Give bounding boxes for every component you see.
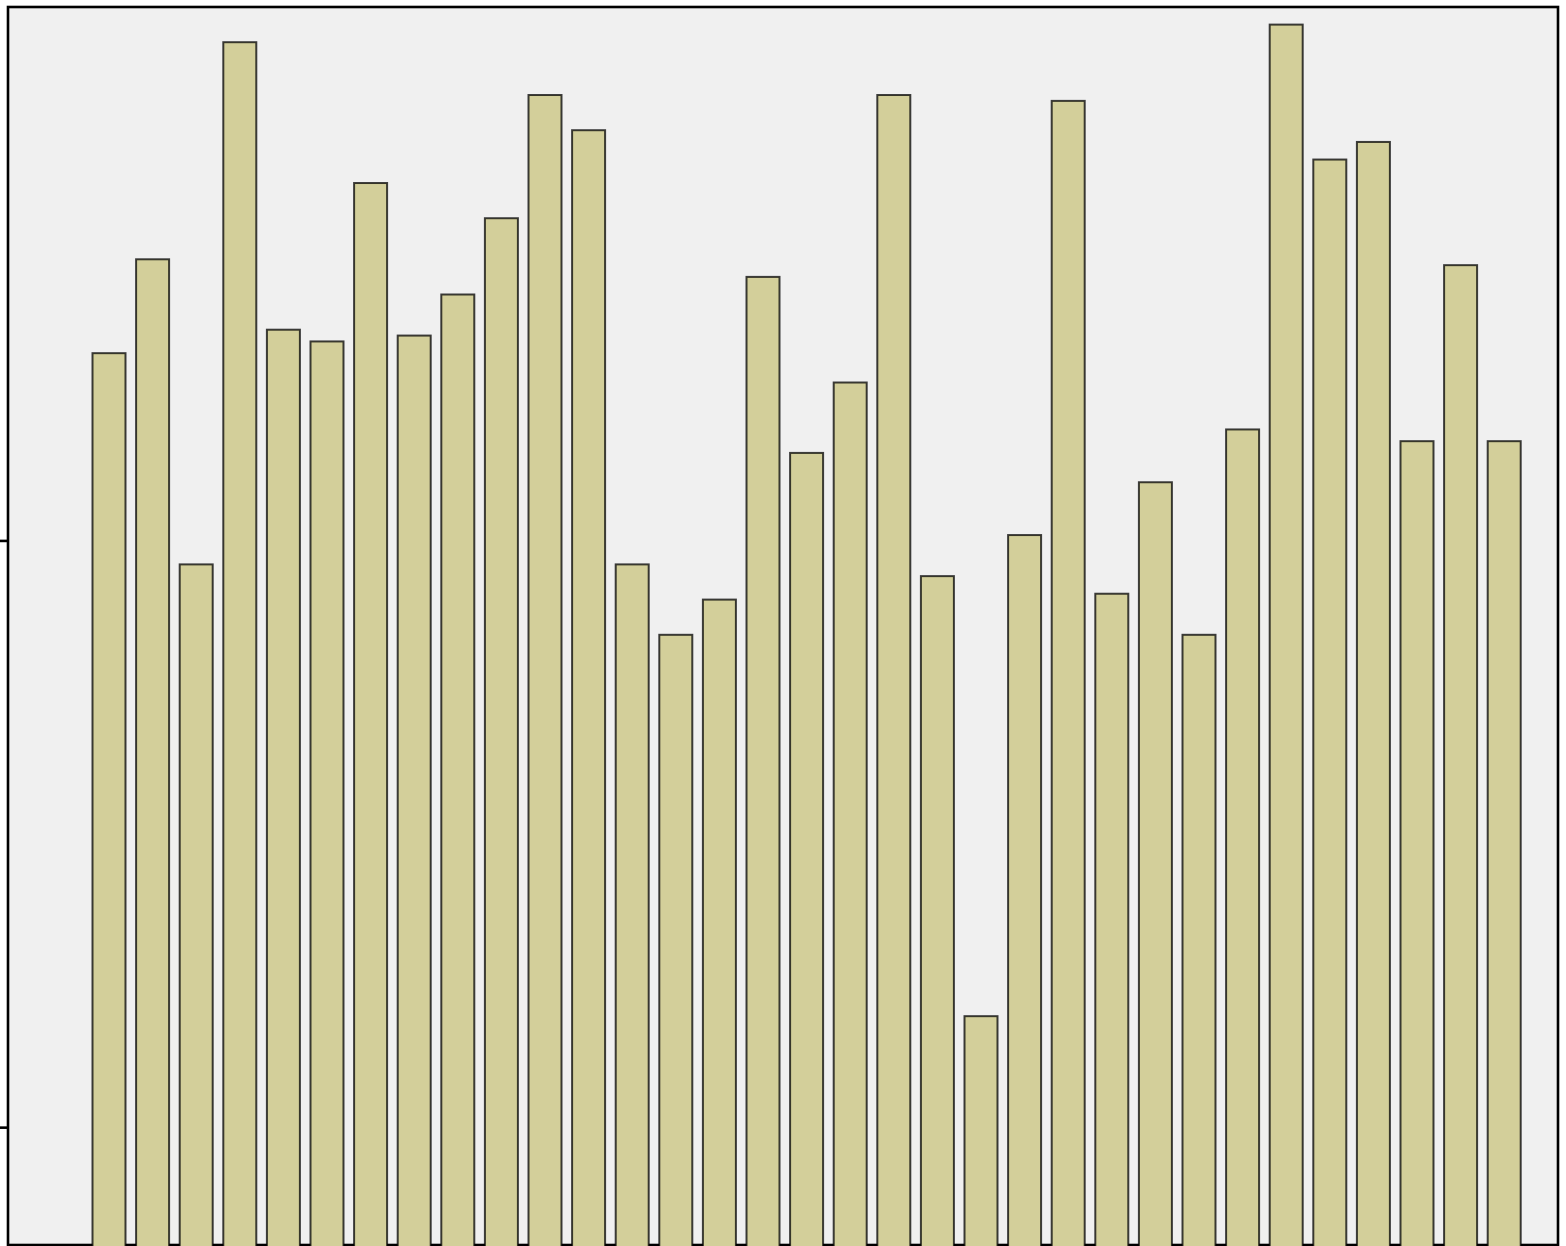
bar-23: [1050, 99, 1086, 1246]
bar-24: [1094, 592, 1130, 1246]
bar-19: [876, 94, 912, 1246]
bar-17: [789, 451, 825, 1246]
bar-20: [919, 575, 955, 1246]
bar-16: [745, 275, 781, 1246]
bar-5: [265, 328, 301, 1246]
bar-21: [963, 1015, 999, 1246]
bar-29: [1312, 158, 1348, 1246]
y-axis-ticks: [0, 539, 8, 1129]
bar-28: [1268, 23, 1304, 1246]
bar-1: [91, 352, 127, 1246]
bar-14: [658, 633, 694, 1246]
bar-15: [701, 598, 737, 1246]
bar-12: [571, 129, 607, 1246]
bar-26: [1181, 633, 1217, 1246]
bar-11: [527, 94, 563, 1246]
bar-8: [396, 334, 432, 1246]
bar-10: [483, 217, 519, 1246]
bar-31: [1399, 440, 1435, 1246]
bar-32: [1443, 264, 1479, 1246]
bar-2: [135, 258, 171, 1246]
bar-3: [178, 563, 214, 1246]
bar-7: [353, 182, 389, 1246]
bar-22: [1007, 534, 1043, 1246]
bar-25: [1137, 481, 1173, 1246]
bar-18: [832, 381, 868, 1246]
bar-30: [1355, 140, 1391, 1246]
bar-9: [440, 293, 476, 1246]
bar-4: [222, 41, 258, 1246]
bar-27: [1225, 428, 1261, 1246]
bars-group: [91, 23, 1522, 1246]
bar-33: [1486, 440, 1522, 1246]
bar-6: [309, 340, 345, 1246]
bar-13: [614, 563, 650, 1246]
